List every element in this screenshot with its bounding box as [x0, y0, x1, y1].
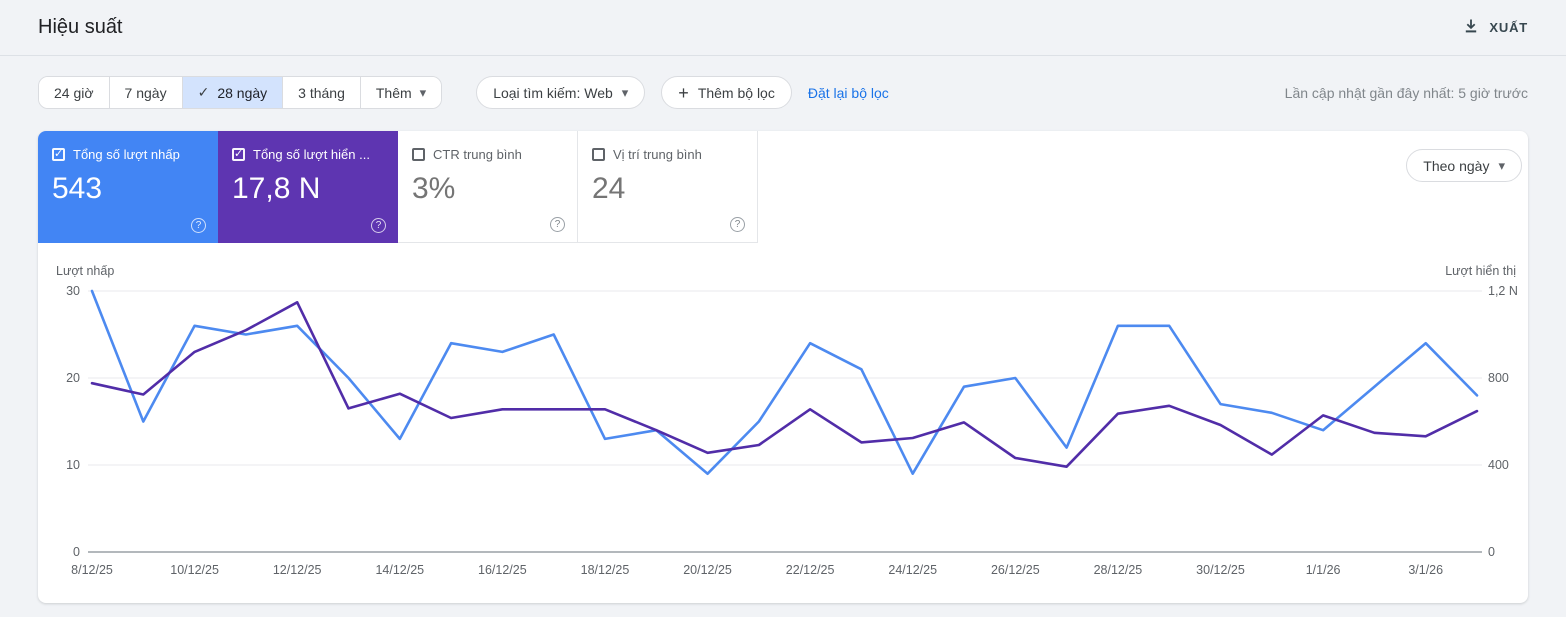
metric-head: Tổng số lượt hiển ...	[232, 147, 384, 162]
tab-label: Thêm	[375, 84, 412, 101]
x-tick-label: 12/12/25	[273, 563, 322, 577]
metric-label: CTR trung bình	[433, 147, 522, 162]
tab-label: 24 giờ	[54, 84, 94, 101]
add-filter-button[interactable]: Thêm bộ lọc	[661, 76, 792, 109]
reset-filters-link[interactable]: Đặt lại bộ lọc	[807, 84, 889, 101]
x-tick-label: 10/12/25	[170, 563, 219, 577]
left-axis-title: Lượt nhấp	[56, 264, 114, 278]
chevron-down-icon	[420, 84, 427, 101]
plus-icon	[678, 84, 689, 102]
help-icon[interactable]	[371, 218, 386, 233]
right-tick-label: 400	[1488, 458, 1509, 472]
x-tick-label: 8/12/25	[71, 563, 113, 577]
tab-more-dates[interactable]: Thêm	[360, 77, 442, 108]
add-filter-label: Thêm bộ lọc	[697, 84, 775, 101]
page-header: Hiệu suất XUẤT	[0, 0, 1566, 56]
metric-head: Tổng số lượt nhấp	[52, 147, 204, 162]
metric-label: Vị trí trung bình	[613, 147, 702, 162]
search-type-filter-button[interactable]: Loại tìm kiếm: Web	[476, 76, 646, 109]
page-title: Hiệu suất	[38, 16, 123, 38]
last-updated-text: Lần cập nhật gần đây nhất: 5 giờ trước	[1284, 84, 1528, 101]
chevron-down-icon	[1498, 157, 1505, 174]
metric-label: Tổng số lượt hiển ...	[253, 147, 370, 162]
tab-7-days[interactable]: 7 ngày	[109, 77, 183, 108]
impressions-checkbox[interactable]	[232, 147, 245, 161]
impressions-line	[90, 300, 1479, 468]
x-tick-label: 16/12/25	[478, 563, 527, 577]
metrics-row: Tổng số lượt nhấp 543 Tổng số lượt hiển …	[38, 131, 1528, 243]
x-tick-label: 3/1/26	[1408, 563, 1443, 577]
help-icon[interactable]	[550, 217, 565, 232]
left-tick-label: 30	[66, 284, 80, 298]
metric-label: Tổng số lượt nhấp	[73, 147, 180, 162]
right-tick-label: 800	[1488, 371, 1509, 385]
metric-card-average-ctr[interactable]: CTR trung bình 3%	[398, 131, 578, 243]
metric-value: 543	[52, 172, 103, 205]
right-axis-title: Lượt hiển thị	[1445, 264, 1516, 278]
metric-value: 17,8 N	[232, 172, 321, 205]
tab-24-hours[interactable]: 24 giờ	[39, 77, 110, 108]
metric-value: 3%	[412, 172, 456, 205]
check-icon	[198, 84, 210, 101]
x-tick-label: 28/12/25	[1094, 563, 1143, 577]
x-tick-label: 1/1/26	[1306, 563, 1341, 577]
metric-card-total-impressions[interactable]: Tổng số lượt hiển ... 17,8 N	[218, 131, 398, 243]
tab-3-months[interactable]: 3 tháng	[283, 77, 361, 108]
left-tick-label: 10	[66, 458, 80, 472]
help-icon[interactable]	[191, 218, 206, 233]
left-tick-label: 0	[73, 545, 80, 559]
metric-card-total-clicks[interactable]: Tổng số lượt nhấp 543	[38, 131, 218, 243]
x-tick-label: 20/12/25	[683, 563, 732, 577]
metric-head: Vị trí trung bình	[592, 147, 743, 162]
filter-toolbar: 24 giờ 7 ngày 28 ngày 3 tháng Thêm Loại …	[0, 56, 1566, 109]
tab-28-days[interactable]: 28 ngày	[182, 77, 284, 108]
chevron-down-icon	[622, 84, 629, 101]
tab-label: 3 tháng	[298, 84, 345, 101]
search-type-label: Loại tìm kiếm: Web	[493, 84, 613, 101]
left-tick-label: 20	[66, 371, 80, 385]
tab-label: 7 ngày	[124, 84, 167, 101]
position-checkbox[interactable]	[592, 148, 605, 161]
x-tick-label: 26/12/25	[991, 563, 1040, 577]
right-tick-label: 0	[1488, 545, 1495, 559]
x-tick-label: 18/12/25	[581, 563, 630, 577]
chart-canvas[interactable]: Lượt nhấp Lượt hiển thị 30 20 10 0 1,2 N 800 400…	[38, 255, 1528, 595]
performance-page: Hiệu suất XUẤT 24 giờ 7 ngày 28 ngày	[0, 0, 1566, 603]
export-button[interactable]: XUẤT	[1463, 18, 1528, 37]
tab-label: 28 ngày	[217, 84, 268, 101]
metric-card-average-position[interactable]: Vị trí trung bình 24	[578, 131, 758, 243]
export-label: XUẤT	[1489, 20, 1528, 35]
help-icon[interactable]	[730, 217, 745, 232]
ctr-checkbox[interactable]	[412, 148, 425, 161]
metric-head: CTR trung bình	[412, 147, 563, 162]
group-by-label: Theo ngày	[1423, 157, 1490, 174]
x-tick-label: 30/12/25	[1196, 563, 1245, 577]
x-tick-label: 22/12/25	[786, 563, 835, 577]
x-tick-label: 24/12/25	[888, 563, 937, 577]
date-range-tabs: 24 giờ 7 ngày 28 ngày 3 tháng Thêm	[38, 76, 443, 109]
x-tick-label: 14/12/25	[375, 563, 424, 577]
metric-value: 24	[592, 172, 626, 205]
clicks-line	[90, 289, 1479, 475]
download-icon	[1463, 18, 1479, 37]
right-tick-label: 1,2 N	[1488, 284, 1518, 298]
group-by-button[interactable]: Theo ngày	[1406, 149, 1522, 182]
performance-chart-card: Tổng số lượt nhấp 543 Tổng số lượt hiển …	[38, 131, 1528, 603]
clicks-checkbox[interactable]	[52, 147, 65, 161]
